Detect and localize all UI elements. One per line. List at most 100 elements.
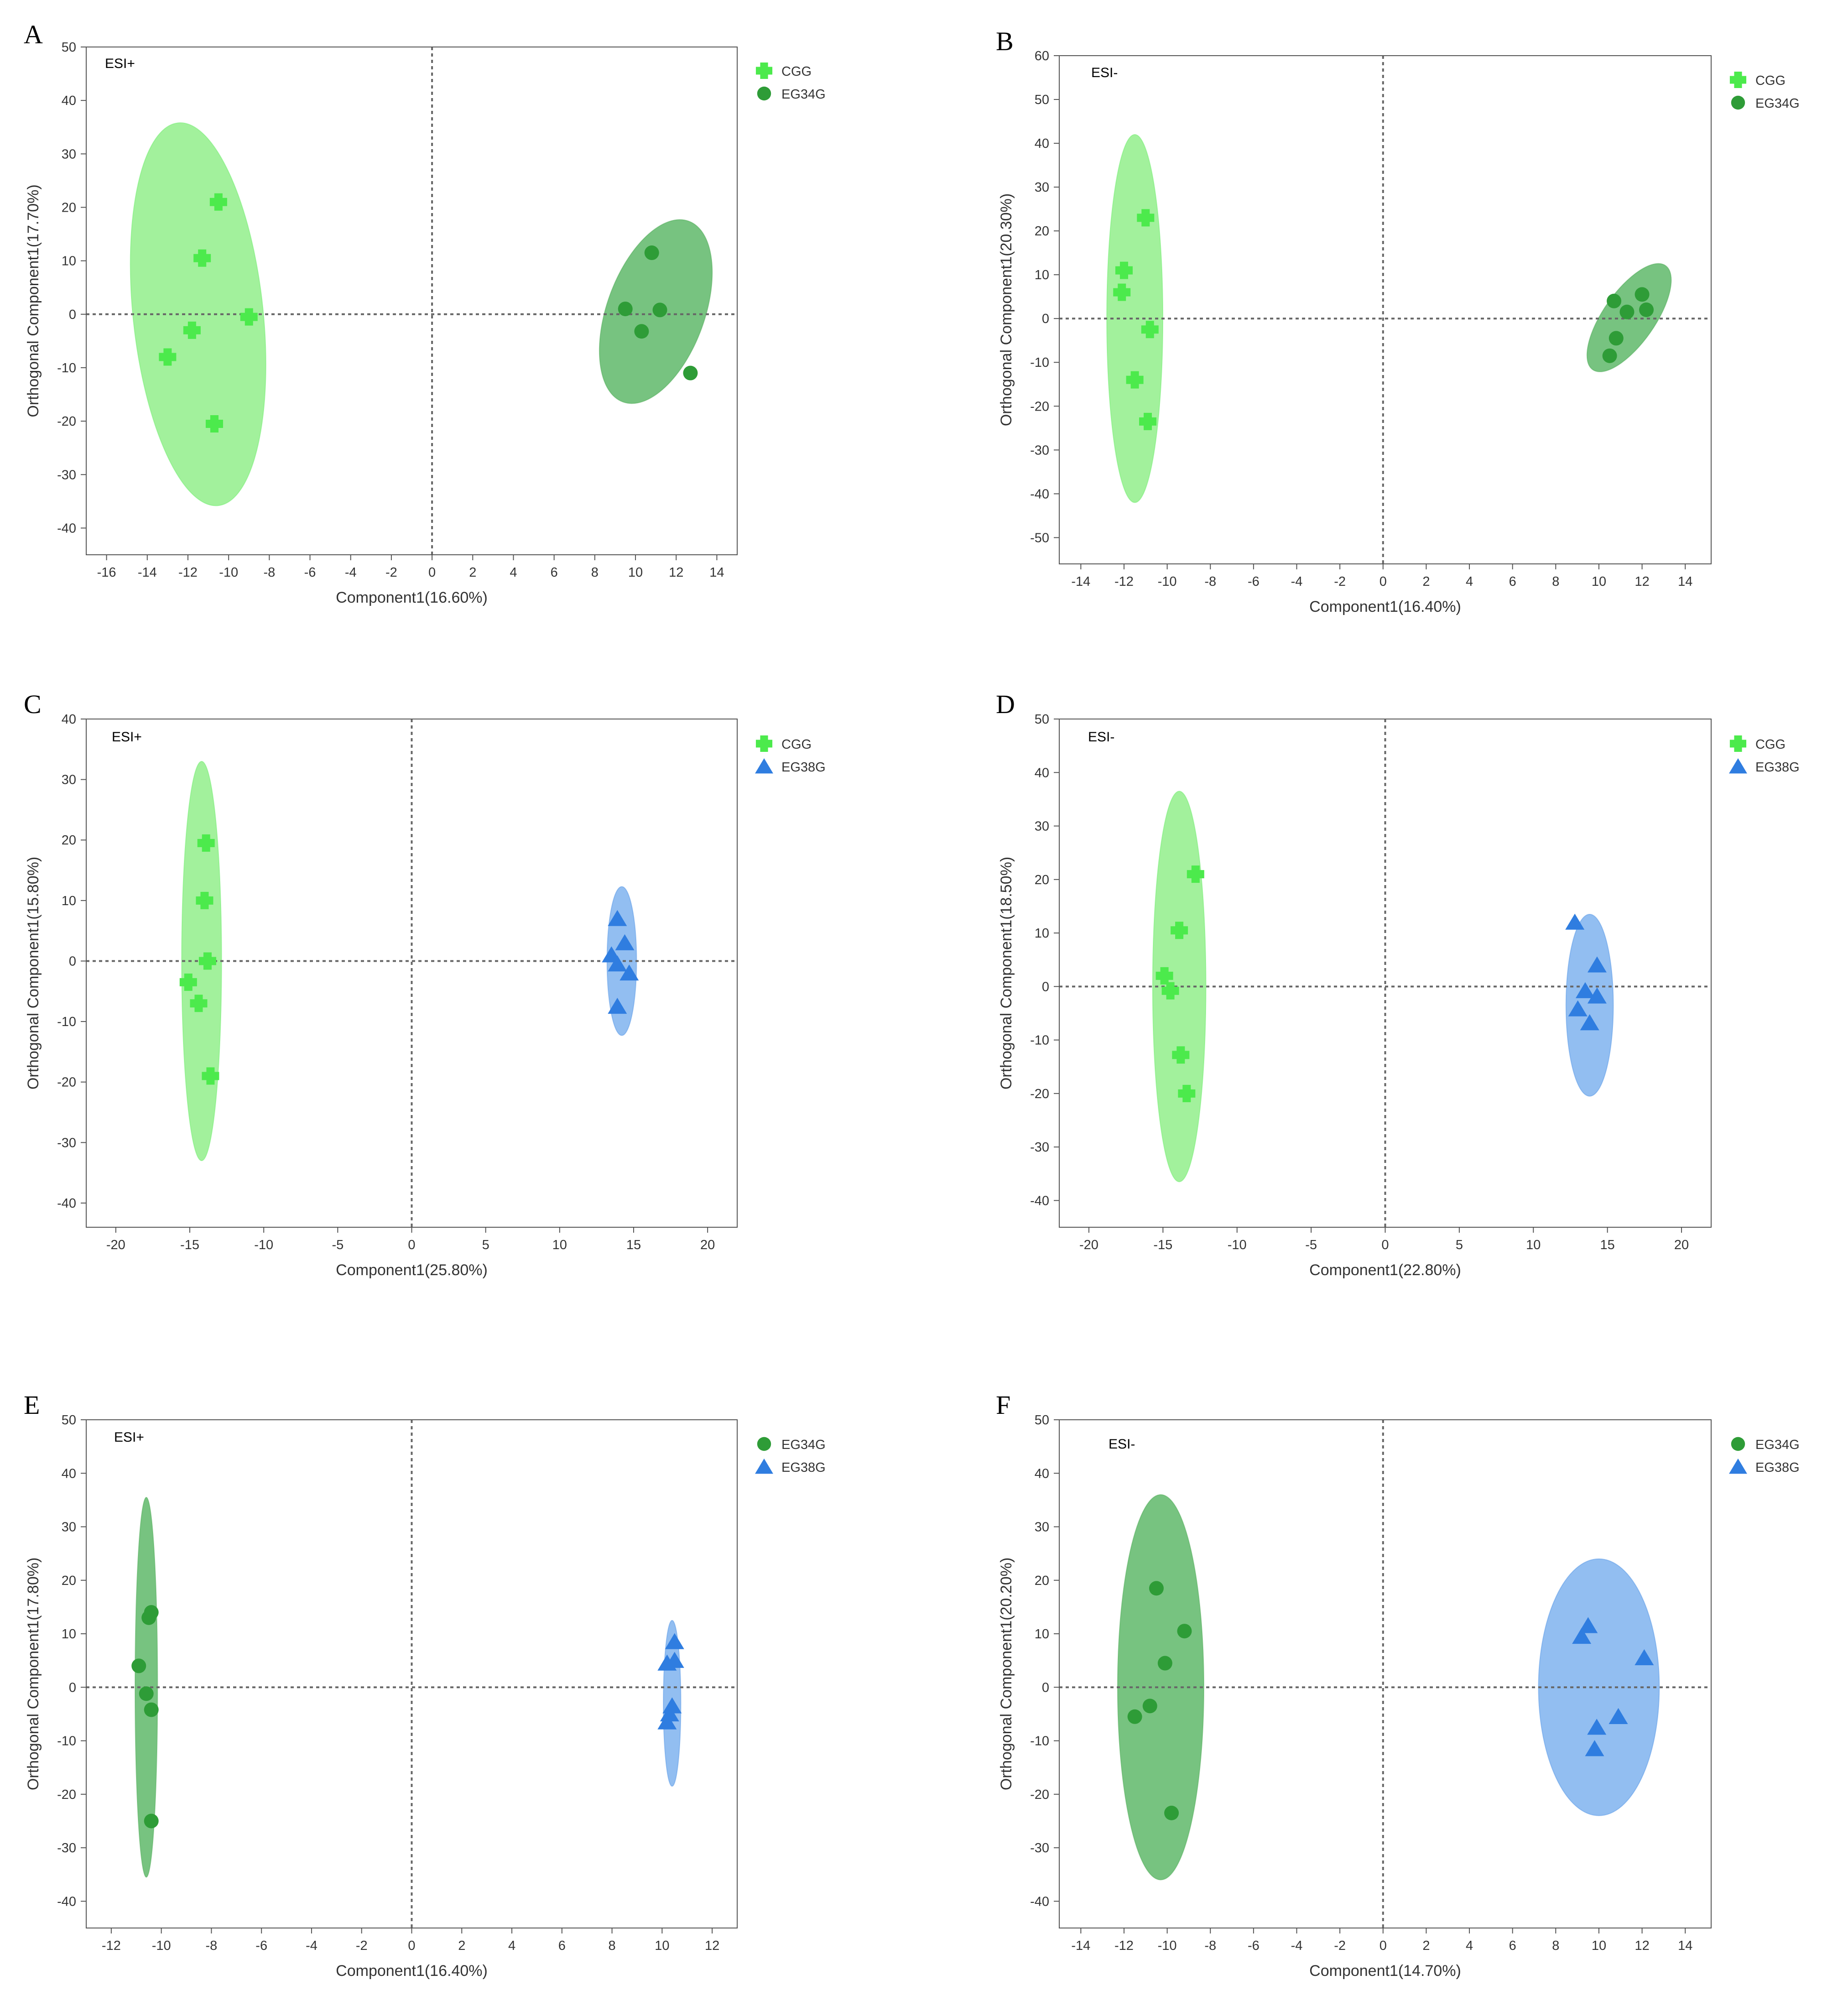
x-tick-label: -6: [1248, 574, 1260, 589]
data-point-cgg: [190, 995, 208, 1012]
y-axis-label: Orthogonal Component1(20.30%): [998, 193, 1015, 426]
x-tick-label: -8: [263, 565, 275, 580]
y-tick-label: 0: [1042, 980, 1049, 994]
data-point-eg38g: [608, 997, 627, 1014]
data-point-cgg: [1126, 371, 1144, 389]
confidence-ellipse-cgg: [130, 122, 266, 506]
x-axis-label: Component1(14.70%): [1309, 1962, 1461, 1980]
data-point-cgg: [205, 415, 223, 433]
x-tick-label: -8: [206, 1938, 218, 1953]
confidence-ellipse-cgg: [1152, 791, 1207, 1183]
data-point-eg34g: [1639, 302, 1654, 317]
x-tick-label: -4: [1291, 574, 1303, 589]
y-tick-label: 50: [1035, 712, 1049, 727]
legend-label-eg38g: EG38G: [1755, 1460, 1800, 1475]
plot-frame: [86, 47, 738, 555]
y-tick-label: -40: [57, 1894, 76, 1909]
x-tick-label: 20: [700, 1238, 715, 1252]
y-tick-label: -30: [57, 1841, 76, 1855]
x-tick-label: -15: [1153, 1238, 1172, 1252]
legend-marker-eg38g: [1729, 1458, 1747, 1474]
legend-label-cgg: CGG: [781, 64, 812, 79]
x-tick-label: 14: [1678, 574, 1692, 589]
x-tick-label: -6: [1248, 1938, 1260, 1953]
legend-marker-eg34g: [1731, 95, 1745, 110]
x-tick-label: -12: [1114, 574, 1134, 589]
y-tick-label: -20: [1030, 399, 1049, 414]
y-tick-label: 30: [1035, 1520, 1049, 1535]
ionization-mode-label: ESI-: [1088, 730, 1114, 745]
data-point-eg34g: [141, 1610, 156, 1625]
x-tick-label: -4: [306, 1938, 318, 1953]
data-point-eg38g: [608, 910, 627, 926]
x-tick-label: -10: [219, 565, 238, 580]
data-point-eg38g: [657, 1654, 677, 1671]
panel-letter: F: [996, 1390, 1010, 1420]
y-tick-label: 40: [1035, 136, 1049, 151]
y-tick-label: -40: [1030, 1894, 1049, 1909]
confidence-ellipse-cgg: [1106, 134, 1164, 503]
data-point-eg34g: [618, 302, 633, 317]
y-axis-label: Orthogonal Component1(20.20%): [998, 1558, 1015, 1790]
x-tick-label: 12: [705, 1938, 719, 1953]
y-axis-label: Orthogonal Component1(18.50%): [998, 857, 1015, 1089]
x-tick-label: 0: [428, 565, 436, 580]
data-point-eg38g: [1580, 1014, 1599, 1031]
y-tick-label: 0: [1042, 1680, 1049, 1695]
y-tick-label: -50: [1030, 531, 1049, 545]
x-tick-label: 6: [1509, 1938, 1516, 1953]
x-tick-label: 8: [1552, 1938, 1559, 1953]
legend-marker-cgg: [1729, 735, 1747, 752]
panel-b: B-14 -12 -10 -8 -6 -4 -2 0 2 4 6 8 10 12 14-50-40-30-2…: [996, 26, 1800, 615]
y-tick-label: -10: [1030, 1033, 1049, 1048]
x-tick-label: -10: [1228, 1238, 1247, 1252]
x-tick-label: 10: [1592, 1938, 1606, 1953]
x-tick-label: -12: [178, 565, 198, 580]
data-point-cgg: [198, 952, 216, 970]
y-axis-label: Orthogonal Component1(15.80%): [25, 857, 42, 1089]
y-tick-label: -20: [1030, 1087, 1049, 1101]
data-point-eg34g: [1164, 1805, 1179, 1820]
x-tick-label: -12: [1114, 1938, 1134, 1953]
x-tick-label: -2: [356, 1938, 368, 1953]
x-tick-label: 10: [1526, 1238, 1541, 1252]
ionization-mode-label: ESI-: [1109, 1437, 1135, 1452]
y-tick-label: -20: [57, 1787, 76, 1802]
x-tick-label: -16: [97, 565, 116, 580]
data-point-cgg: [1137, 209, 1155, 227]
data-point-eg34g: [634, 324, 649, 339]
y-tick-label: 0: [69, 1680, 76, 1695]
data-point-eg38g: [608, 955, 627, 972]
panel-e: E-12 -10 -8 -6 -4 -2 0 2 4 6 8 10 12-40-30-20-100102…: [24, 1390, 826, 1980]
y-tick-label: 50: [1035, 93, 1049, 107]
panel-letter: D: [996, 689, 1015, 719]
x-tick-label: 2: [458, 1938, 465, 1953]
panel-letter: A: [24, 20, 43, 49]
x-tick-label: 14: [1678, 1938, 1692, 1953]
y-tick-label: -40: [57, 521, 76, 536]
x-axis-label: Component1(16.60%): [336, 589, 488, 606]
panel-letter: C: [24, 689, 42, 719]
legend-label-eg38g: EG38G: [1755, 760, 1800, 775]
y-tick-label: 20: [1035, 1574, 1049, 1588]
y-tick-label: 40: [62, 1466, 76, 1481]
y-tick-label: -20: [1030, 1787, 1049, 1802]
x-tick-label: 4: [510, 565, 517, 580]
panel-letter: E: [24, 1390, 40, 1420]
x-tick-label: 4: [508, 1938, 515, 1953]
legend-label-eg38g: EG38G: [781, 760, 826, 775]
x-tick-label: 0: [1379, 1938, 1387, 1953]
x-tick-label: 8: [1552, 574, 1559, 589]
y-tick-label: 10: [1035, 1627, 1049, 1641]
y-axis-label: Orthogonal Component1(17.80%): [25, 1558, 42, 1790]
data-point-eg38g: [1609, 1708, 1628, 1724]
legend-marker-eg34g: [757, 1437, 771, 1451]
data-point-eg34g: [1609, 331, 1624, 346]
data-point-cgg: [1139, 412, 1157, 430]
legend-marker-cgg: [1729, 71, 1747, 89]
x-tick-label: -14: [138, 565, 157, 580]
y-tick-label: -20: [57, 1075, 76, 1090]
x-tick-label: -10: [152, 1938, 171, 1953]
data-point-cgg: [1172, 1046, 1190, 1064]
x-tick-label: -14: [1071, 574, 1090, 589]
